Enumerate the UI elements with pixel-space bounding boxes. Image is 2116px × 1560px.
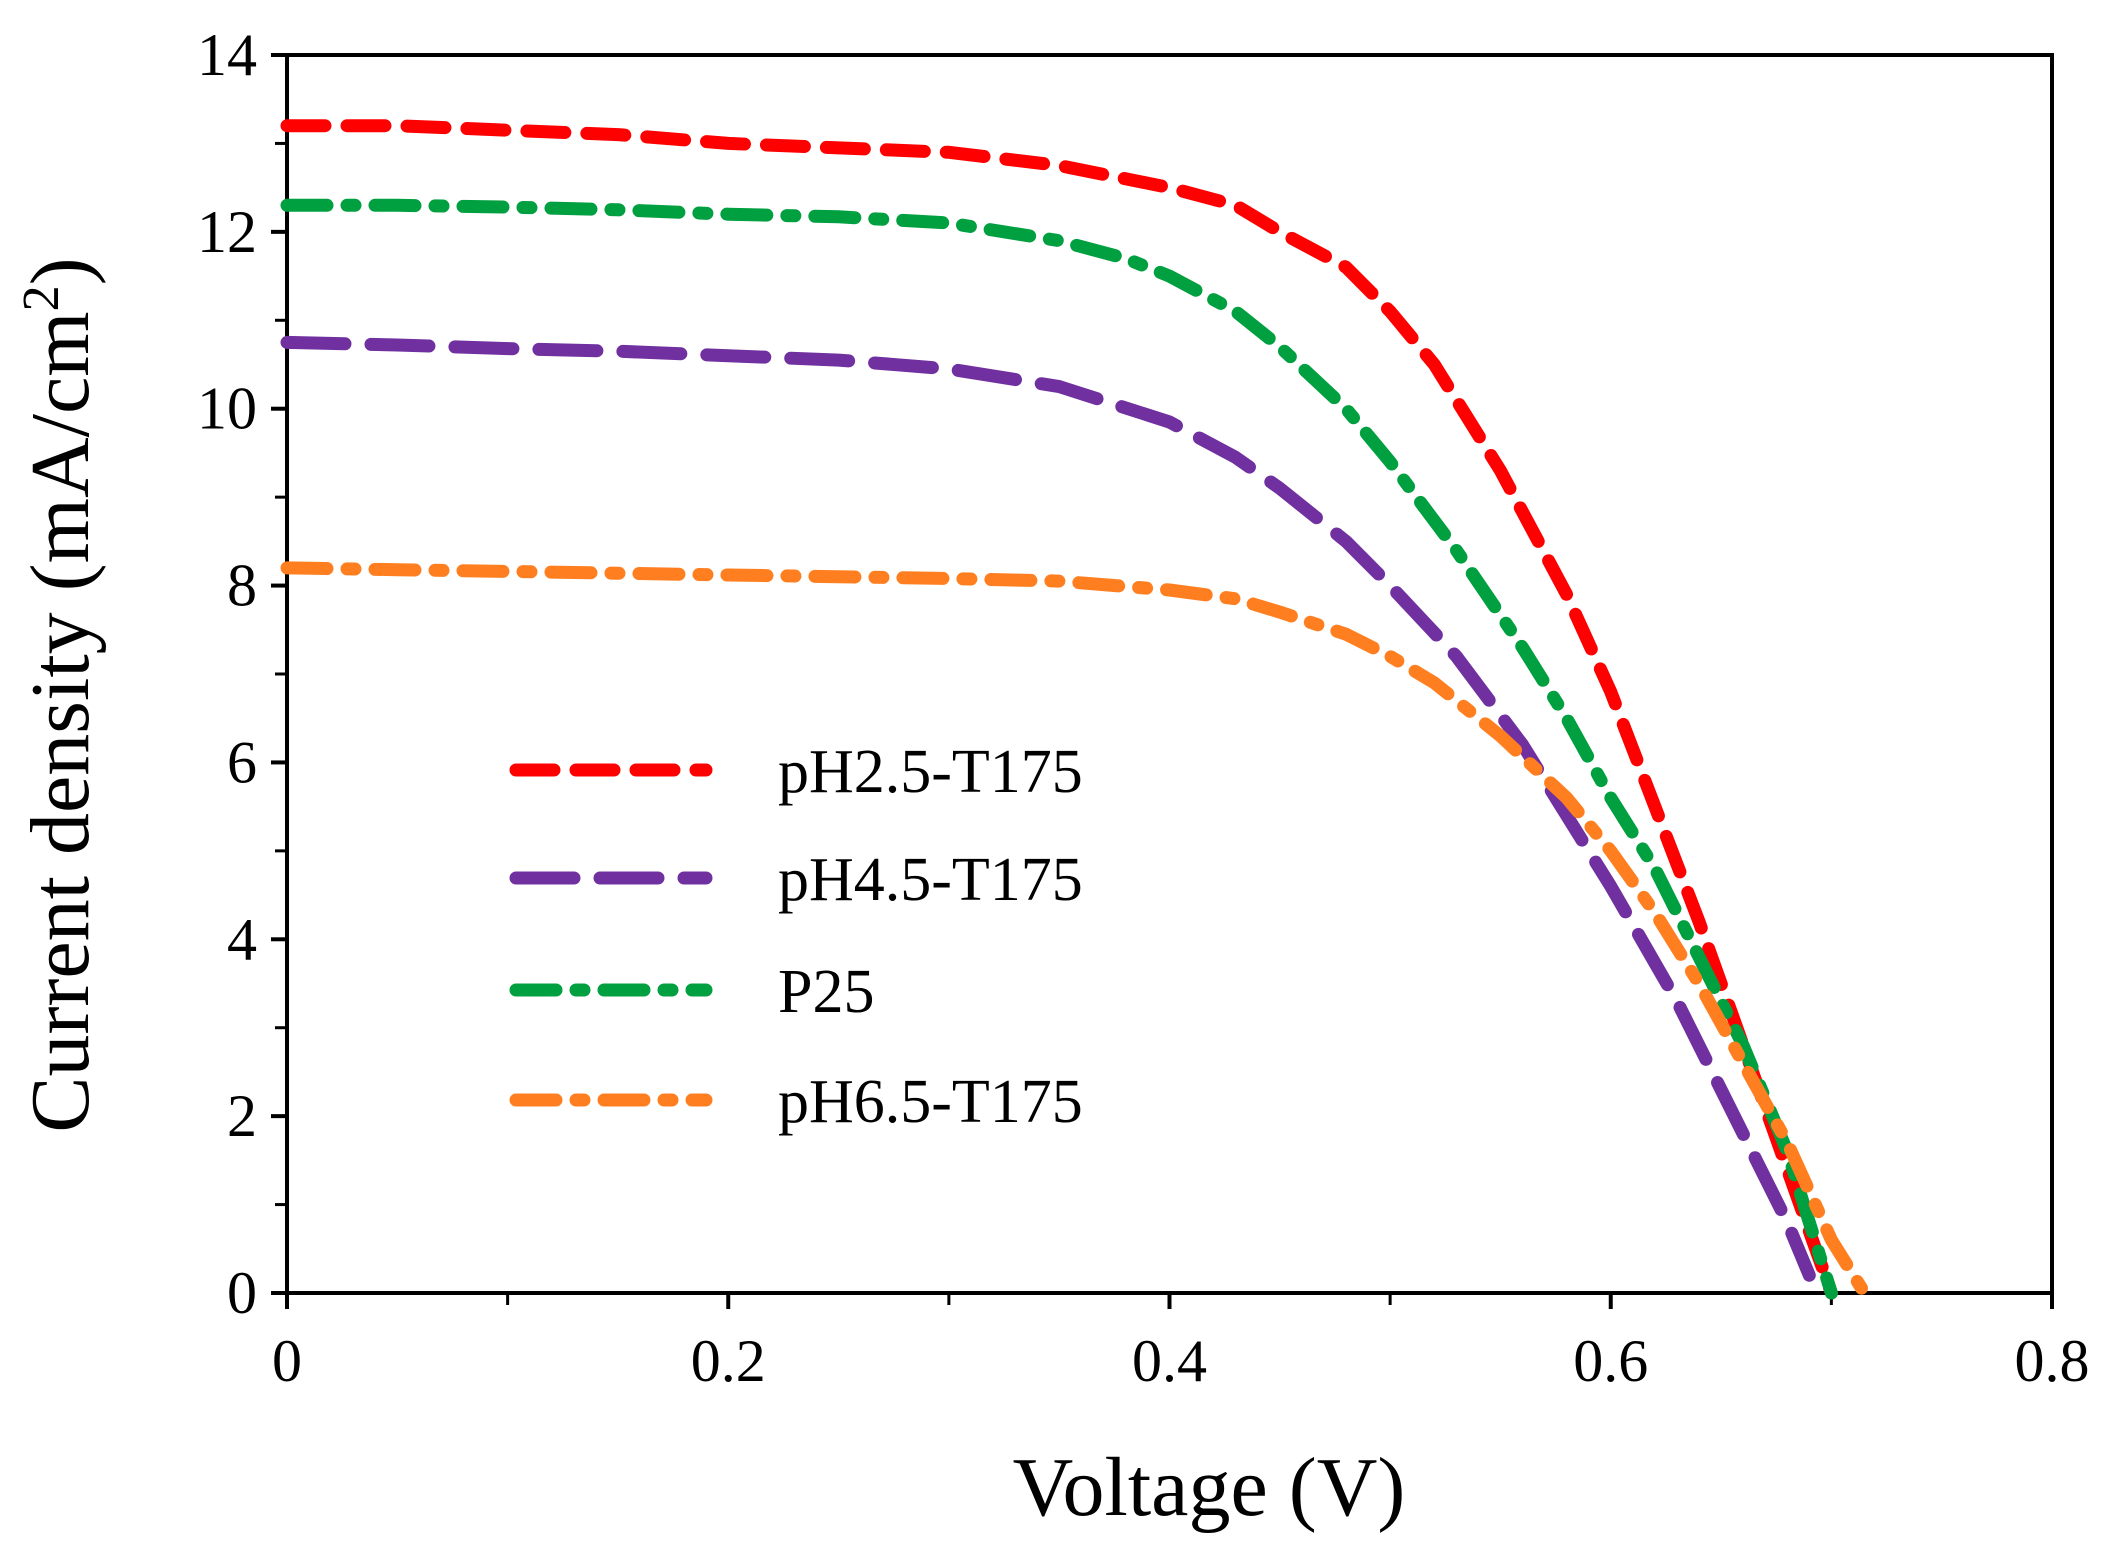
y-tick-label: 10: [197, 376, 257, 442]
legend: pH2.5-T175 pH4.5-T175 P25 pH6.5-T175: [509, 738, 1083, 1136]
series-line-2: [280, 198, 1838, 1300]
y-tick-label: 0: [227, 1260, 257, 1326]
x-tick-label: 0.6: [1573, 1328, 1648, 1394]
x-tick-label: 0.8: [2015, 1328, 2090, 1394]
legend-label-2: P25: [778, 958, 874, 1026]
legend-label-1: pH4.5-T175: [778, 846, 1083, 914]
y-tick-label: 14: [197, 22, 257, 88]
y-tick-label: 6: [227, 729, 257, 795]
x-axis-title: Voltage (V): [1013, 1441, 1406, 1534]
y-axis-title-superscript: 2: [13, 285, 70, 311]
series-line-0: [280, 119, 1838, 1300]
data-series: [280, 119, 1871, 1300]
y-tick-label: 4: [227, 906, 257, 972]
y-tick-label: 2: [227, 1083, 257, 1149]
axis-ticks: 0 0.2 0.4 0.6 0.8 0 2 4 6 8 10 12 14: [197, 22, 2090, 1394]
plot-frame: [285, 53, 2054, 1295]
y-tick-label: 8: [227, 553, 257, 619]
y-axis-title-end: ): [14, 257, 107, 285]
series-line-1: [280, 335, 1816, 1282]
legend-label-3: pH6.5-T175: [778, 1068, 1083, 1136]
y-axis-title-main: Current density (mA/cm: [14, 311, 107, 1132]
x-tick-label: 0: [272, 1328, 302, 1394]
series-line-3: [280, 561, 1871, 1300]
x-tick-label: 0.4: [1132, 1328, 1207, 1394]
y-axis-title: Current density (mA/cm2): [13, 257, 107, 1132]
y-tick-label: 12: [197, 199, 257, 265]
x-tick-label: 0.2: [691, 1328, 766, 1394]
legend-label-0: pH2.5-T175: [778, 738, 1083, 806]
plot-border: [285, 53, 2054, 1295]
axis-labels: Voltage (V) Current density (mA/cm2): [13, 257, 1405, 1534]
